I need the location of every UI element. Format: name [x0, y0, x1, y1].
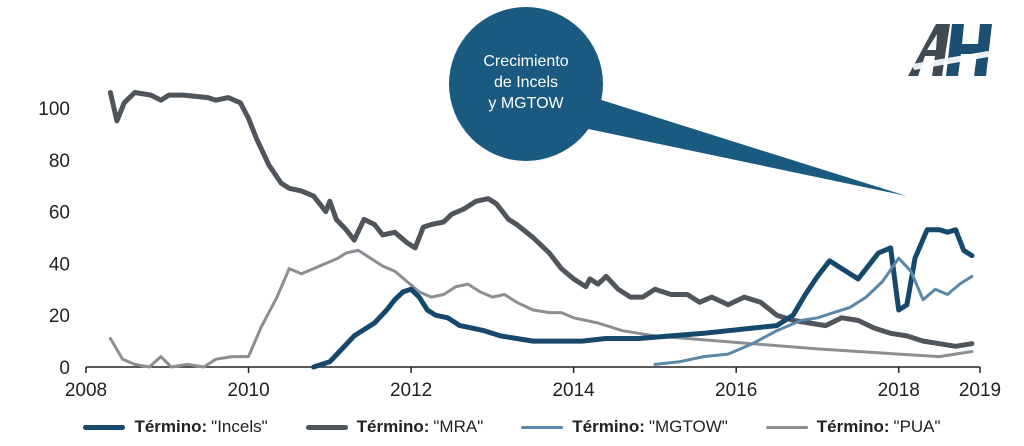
y-tick-label: 60 — [49, 203, 70, 224]
x-tick-label: 2008 — [65, 380, 107, 401]
series-line-mra — [107, 90, 975, 349]
y-tick-label: 0 — [59, 358, 70, 379]
legend-label-mra: "MRA" — [433, 417, 484, 436]
x-tick-label: 2012 — [390, 380, 432, 401]
legend-swatch-pua — [765, 425, 808, 429]
x-tick-label: 2016 — [715, 380, 757, 401]
annotation-callout: Crecimiento de Incels y MGTOW — [449, 7, 907, 197]
legend-label-incels: "Incels" — [211, 417, 268, 436]
annotation-line-3: y MGTOW — [488, 95, 564, 112]
legend-label-pua: "PUA" — [893, 417, 941, 436]
series-line-incels — [311, 227, 975, 370]
legend-prefix: Término: — [572, 417, 645, 436]
line-chart: 0 20 40 60 80 100 2008 2010 2012 2014 2016 2018 2019… — [38, 7, 1001, 401]
annotation-pointer — [574, 92, 907, 197]
annotation-line-1: Crecimiento — [483, 53, 568, 70]
legend-swatch-mgtow — [521, 425, 564, 429]
legend-swatch-incels — [83, 424, 126, 430]
series-line-pua — [108, 248, 974, 369]
legend-item-pua: Término: "PUA" — [765, 417, 941, 437]
legend-prefix: Término: — [356, 417, 430, 436]
annotation-bubble — [449, 7, 603, 161]
legend: Término: "Incels" Término: "MRA" Término… — [0, 412, 1024, 442]
x-tick-label: 2010 — [227, 380, 269, 401]
legend-swatch-mra — [305, 424, 348, 430]
y-tick-label: 100 — [38, 99, 70, 120]
series-line-mgtow — [653, 256, 974, 366]
legend-item-incels: Término: "Incels" — [83, 417, 268, 437]
series-lines — [107, 90, 975, 370]
x-tick-label: 2014 — [552, 380, 595, 401]
logo-icon — [908, 24, 994, 76]
axes: 0 20 40 60 80 100 2008 2010 2012 2014 2016 2018 2019 — [38, 99, 1001, 401]
legend-item-mgtow: Término: "MGTOW" — [521, 417, 728, 437]
y-tick-label: 40 — [49, 254, 70, 275]
x-tick-label: 2018 — [878, 380, 920, 401]
legend-prefix: Término: — [134, 417, 208, 436]
x-tick-label: 2019 — [959, 380, 1001, 401]
legend-prefix: Término: — [816, 417, 890, 436]
y-tick-label: 20 — [49, 306, 70, 327]
annotation-line-2: de Incels — [494, 74, 558, 91]
legend-label-mgtow: "MGTOW" — [648, 417, 728, 436]
y-tick-label: 80 — [49, 151, 70, 172]
legend-item-mra: Término: "MRA" — [305, 417, 484, 437]
